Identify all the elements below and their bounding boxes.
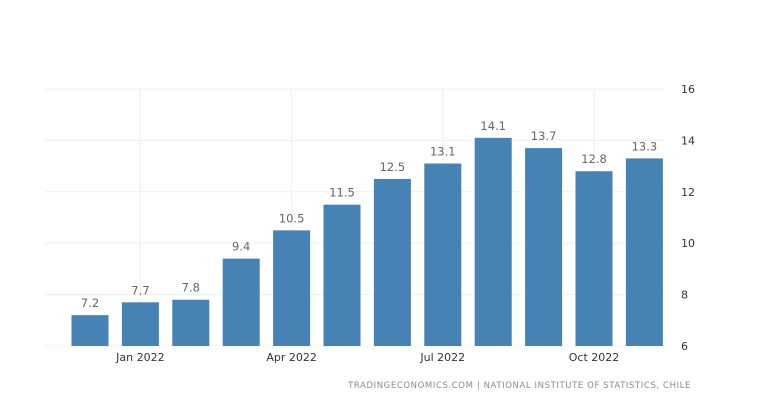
data-label: 11.5 (329, 186, 355, 200)
data-label: 7.8 (182, 281, 200, 295)
data-label: 14.1 (480, 119, 506, 133)
bar[interactable] (474, 137, 512, 346)
bar[interactable] (172, 299, 210, 346)
data-label: 12.8 (581, 152, 607, 166)
bar[interactable] (273, 230, 311, 346)
y-tick-label: 12 (681, 186, 695, 199)
y-tick-label: 10 (681, 237, 695, 250)
data-label: 7.2 (81, 296, 99, 310)
x-tick-label: Jan 2022 (115, 351, 164, 364)
data-labels: 7.2 7.7 7.8 9.4 10.5 11.5 12.5 13.1 14.1 13.7 12.8… (81, 119, 657, 310)
x-tick-label: Jul 2022 (419, 351, 465, 364)
bar[interactable] (323, 204, 361, 346)
data-label: 13.3 (632, 139, 658, 153)
data-label: 12.5 (380, 160, 406, 174)
source-credit[interactable]: TRADINGECONOMICS.COM | NATIONAL INSTITUT… (348, 381, 691, 391)
x-tick-label: Oct 2022 (569, 351, 620, 364)
y-axis: 6 8 10 12 14 16 (681, 83, 695, 353)
bar[interactable] (525, 148, 563, 346)
data-label: 13.1 (430, 145, 456, 159)
bar[interactable] (222, 258, 260, 346)
bar[interactable] (625, 158, 663, 346)
data-label: 10.5 (279, 211, 305, 225)
data-label: 9.4 (232, 240, 250, 254)
x-tick-label: Apr 2022 (266, 351, 317, 364)
y-tick-label: 8 (681, 289, 688, 302)
bar[interactable] (373, 178, 411, 346)
bar[interactable] (121, 302, 159, 346)
bar[interactable] (575, 171, 613, 346)
bar[interactable] (71, 315, 109, 346)
x-axis: Jan 2022 Apr 2022 Jul 2022 Oct 2022 (115, 351, 619, 364)
y-tick-label: 16 (681, 83, 695, 96)
data-label: 13.7 (531, 129, 557, 143)
y-tick-label: 6 (681, 340, 688, 353)
y-tick-label: 14 (681, 134, 695, 147)
bar[interactable] (424, 163, 462, 346)
bars (71, 137, 663, 346)
data-label: 7.7 (131, 283, 149, 297)
